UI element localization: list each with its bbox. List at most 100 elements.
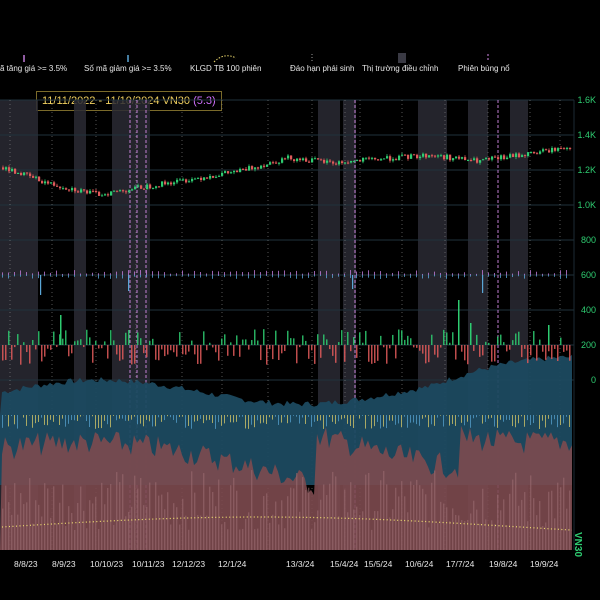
- volume-bar: [23, 504, 25, 550]
- candle-body: [443, 155, 446, 160]
- count-up-bar: [332, 273, 333, 275]
- flow-bar: [140, 415, 141, 424]
- flow-bar: [518, 415, 519, 424]
- volume-bar: [287, 496, 289, 550]
- breadth-bar: [533, 331, 535, 345]
- count-down-bar: [134, 275, 135, 277]
- breadth-bar: [494, 345, 496, 362]
- breadth-bar: [524, 345, 526, 349]
- flow-bar: [101, 415, 102, 429]
- flow-bar: [191, 415, 192, 429]
- index-name: VN30: [162, 95, 191, 107]
- count-up-bar: [80, 273, 81, 275]
- flow-bar: [353, 415, 354, 428]
- flow-bar: [266, 415, 267, 425]
- breadth-bar: [554, 345, 556, 349]
- volume-bar: [209, 486, 211, 550]
- flow-bar: [134, 415, 135, 417]
- legend-label: ã tăng giá >= 3.5%: [0, 64, 68, 73]
- candle-body: [107, 194, 110, 196]
- count-up-bar: [356, 271, 357, 275]
- candle-body: [203, 177, 206, 181]
- count-up-bar: [164, 272, 165, 275]
- volume-bar: [515, 472, 517, 550]
- breadth-bar: [206, 345, 208, 351]
- flow-bar: [251, 415, 252, 425]
- volume-bar: [5, 485, 7, 550]
- candle-body: [23, 172, 26, 176]
- volume-bar: [86, 528, 88, 550]
- x-tick-label: 19/9/24: [530, 559, 559, 569]
- count-down-bar: [182, 275, 183, 277]
- flow-bar: [470, 415, 471, 428]
- breadth-bar: [410, 338, 412, 345]
- volume-bar: [317, 510, 319, 550]
- volume-bar: [323, 484, 325, 550]
- volume-bar: [443, 503, 445, 550]
- count-down-bar: [464, 275, 465, 278]
- flow-bar: [473, 415, 474, 419]
- count-down-bar: [488, 275, 489, 277]
- count-down-bar: [158, 275, 159, 279]
- candle-body: [20, 172, 23, 176]
- candle-body: [503, 155, 506, 160]
- candle-body: [89, 190, 92, 194]
- volume-bar: [554, 518, 556, 550]
- volume-bar: [158, 495, 160, 550]
- volume-bar: [314, 522, 316, 550]
- x-tick-label: 17/7/24: [446, 559, 475, 569]
- candle-body: [239, 168, 242, 173]
- count-up-bar: [110, 273, 111, 275]
- flow-bar: [2, 415, 3, 428]
- candle-body: [32, 176, 35, 178]
- volume-bar: [56, 523, 58, 550]
- candle-body: [245, 169, 248, 171]
- volume-bar: [518, 505, 520, 550]
- count-down-bar: [212, 275, 213, 279]
- volume-bar: [470, 513, 472, 550]
- volume-bar: [413, 484, 415, 550]
- count-down-bar: [362, 275, 363, 278]
- candle-body: [140, 185, 143, 189]
- volume-bar: [206, 515, 208, 550]
- candle-body: [254, 167, 257, 170]
- count-up-bar: [38, 271, 39, 275]
- flow-bar: [374, 415, 375, 427]
- volume-bar: [107, 487, 109, 550]
- flow-bar: [233, 415, 234, 423]
- candle-body: [86, 190, 89, 194]
- count-down-bar: [410, 275, 411, 278]
- candle-body: [491, 156, 494, 160]
- breadth-bar: [365, 330, 367, 345]
- count-down-bar: [356, 275, 357, 279]
- flow-bar: [506, 415, 507, 420]
- volume-bar: [200, 515, 202, 550]
- breadth-bar: [233, 345, 235, 356]
- flow-bar: [500, 415, 501, 420]
- flow-bar: [383, 415, 384, 427]
- count-down-bar: [56, 275, 57, 277]
- candle-body: [215, 176, 218, 178]
- volume-bar: [155, 482, 157, 550]
- flow-bar: [545, 415, 546, 428]
- breadth-bar: [8, 330, 10, 345]
- count-down-bar: [320, 275, 321, 277]
- count-down-bar: [512, 275, 513, 278]
- breadth-bar: [461, 345, 463, 352]
- count-up-bar: [374, 271, 375, 275]
- breadth-bar: [146, 345, 148, 358]
- flow-bar: [527, 415, 528, 421]
- count-down-bar: [110, 275, 111, 279]
- flow-bar: [239, 415, 240, 418]
- count-down-bar: [170, 275, 171, 277]
- breadth-bar: [191, 340, 193, 345]
- candle-body: [26, 172, 29, 174]
- breadth-bar: [56, 345, 58, 348]
- volume-bar: [242, 528, 244, 550]
- breadth-bar: [251, 340, 253, 345]
- breadth-bar: [419, 345, 421, 351]
- flow-bar: [428, 415, 429, 428]
- candle-body: [566, 147, 569, 149]
- count-up-bar: [470, 273, 471, 275]
- count-up-bar: [230, 271, 231, 275]
